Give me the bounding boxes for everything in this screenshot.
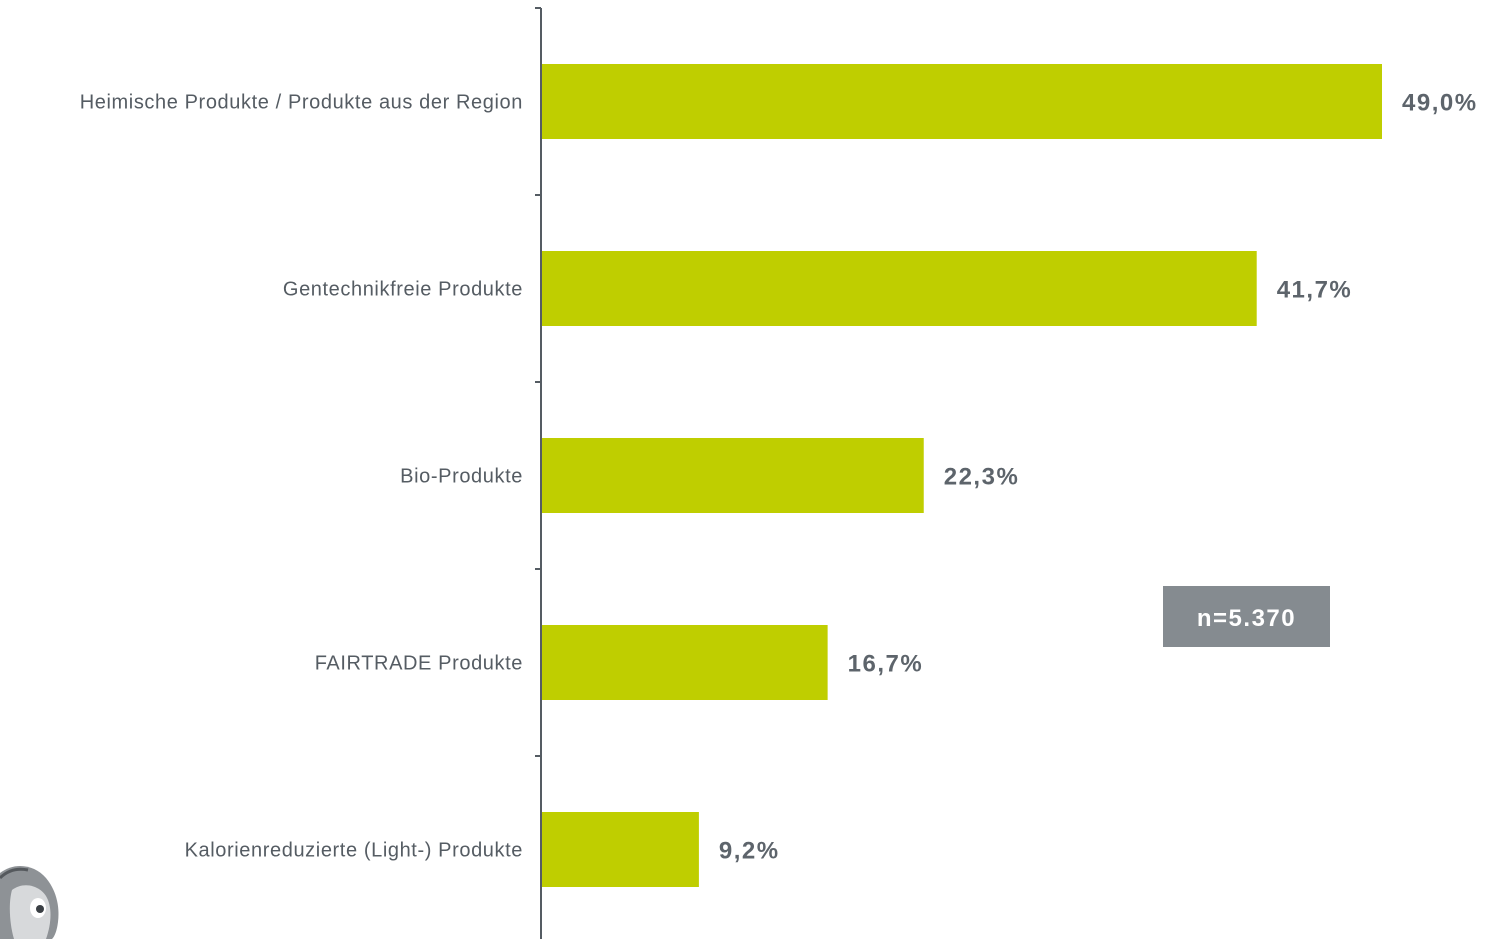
category-label-3: Bio-Produkte (400, 466, 523, 488)
category-labels: Heimische Produkte / Produkte aus der Re… (80, 92, 523, 862)
category-label-1: Heimische Produkte / Produkte aus der Re… (80, 92, 523, 114)
value-label-3: 22,3% (944, 464, 1020, 491)
value-label-1: 49,0% (1402, 90, 1478, 117)
category-label-4: FAIRTRADE Produkte (315, 653, 523, 675)
value-label-2: 41,7% (1277, 277, 1353, 304)
value-labels: 49,0% 41,7% 22,3% 16,7% 9,2% (719, 90, 1478, 865)
bar-4 (541, 625, 828, 700)
category-label-5: Kalorienreduzierte (Light-) Produkte (185, 840, 523, 862)
value-label-4: 16,7% (848, 651, 924, 678)
sample-size-label: n=5.370 (1197, 605, 1296, 632)
value-label-5: 9,2% (719, 838, 780, 865)
bar-5 (541, 812, 699, 887)
sample-size-badge-bg (1163, 586, 1330, 647)
category-axis (535, 7, 542, 939)
mascot-face-icon (0, 865, 59, 939)
sample-size-badge: n=5.370 (1163, 586, 1330, 647)
category-label-2: Gentechnikfreie Produkte (283, 279, 523, 301)
bar-3 (541, 438, 924, 513)
bar-1 (541, 64, 1382, 139)
bars-group (541, 64, 1382, 887)
bar-2 (541, 251, 1257, 326)
